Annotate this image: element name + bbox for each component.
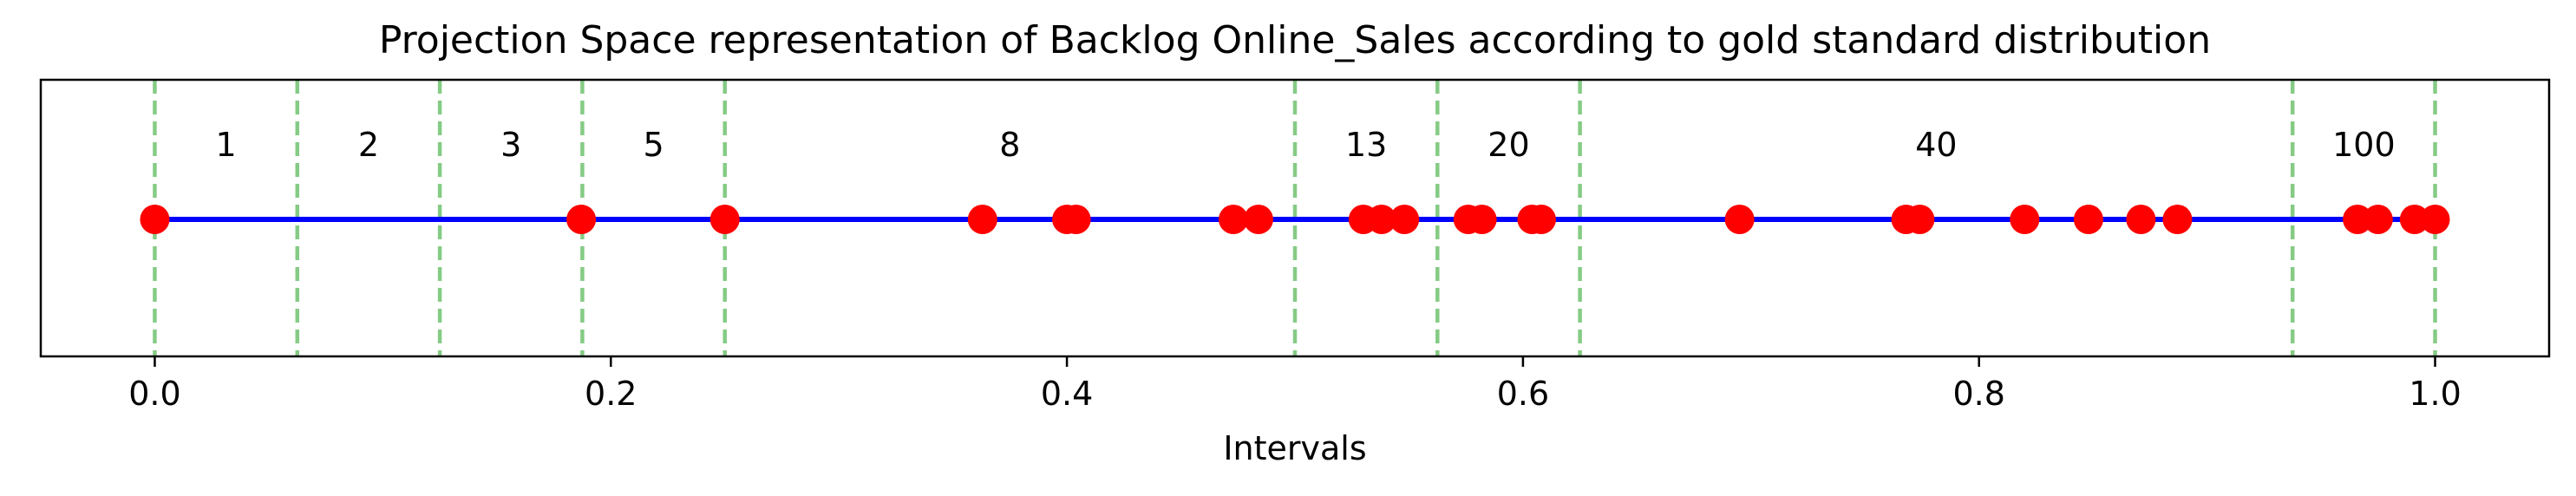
data-point	[140, 205, 170, 234]
x-axis: 0.0 0.2 0.4 0.6 0.8 1.0	[128, 356, 2462, 413]
data-point	[2073, 205, 2103, 234]
data-point	[1061, 205, 1091, 234]
data-point	[2343, 205, 2373, 234]
data-point	[967, 205, 997, 234]
data-point	[2363, 205, 2393, 234]
data-point	[1389, 205, 1420, 234]
data-point	[2010, 205, 2040, 234]
x-tick-label: 0.0	[128, 375, 180, 413]
interval-label: 8	[999, 126, 1020, 164]
interval-label: 100	[2332, 126, 2396, 164]
data-point	[1905, 205, 1935, 234]
data-point	[1724, 205, 1755, 234]
data-point	[566, 205, 597, 234]
x-axis-label: Intervals	[1223, 429, 1366, 467]
data-point	[1366, 205, 1396, 234]
x-tick-label: 0.4	[1041, 375, 1093, 413]
data-point	[709, 205, 740, 234]
x-tick-label: 1.0	[2409, 375, 2461, 413]
data-point	[2126, 205, 2156, 234]
chart-title: Projection Space representation of Backl…	[379, 18, 2211, 62]
data-point	[2162, 205, 2193, 234]
data-point	[2399, 205, 2429, 234]
interval-label: 2	[358, 126, 379, 164]
x-tick-label: 0.6	[1497, 375, 1549, 413]
x-tick-label: 0.8	[1953, 375, 2005, 413]
interval-label: 40	[1915, 126, 1957, 164]
data-point	[2420, 205, 2450, 234]
data-point	[1243, 205, 1273, 234]
data-point	[1219, 205, 1249, 234]
x-tick-label: 0.2	[585, 375, 637, 413]
plot-frame	[39, 78, 2551, 358]
interval-label: 3	[500, 126, 521, 164]
data-point	[1526, 205, 1556, 234]
data-point	[1467, 205, 1497, 234]
interval-label: 5	[643, 126, 664, 164]
interval-label: 1	[216, 126, 237, 164]
plot-area: 1 2 3 5 8 13 20 40 100	[140, 80, 2450, 356]
interval-label: 13	[1345, 126, 1387, 164]
interval-label: 20	[1487, 126, 1529, 164]
